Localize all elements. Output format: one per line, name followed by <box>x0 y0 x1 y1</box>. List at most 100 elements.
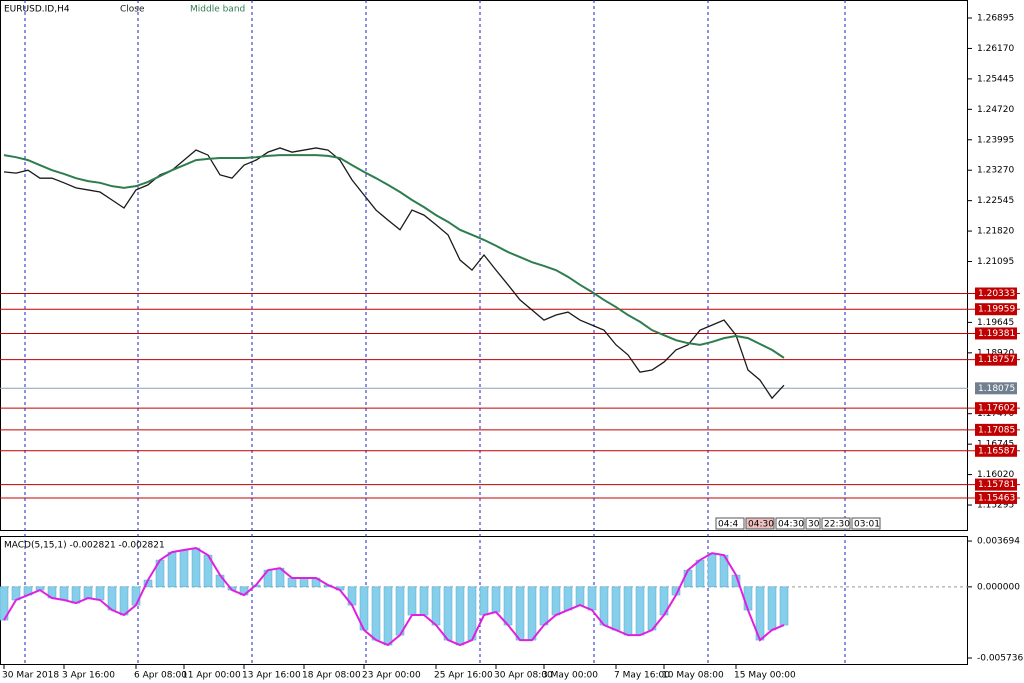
time-box <box>715 517 745 530</box>
level-box <box>975 444 1017 457</box>
macd-bar <box>131 586 141 606</box>
macd-bar <box>443 586 453 641</box>
level-label: 1.15781 <box>978 480 1015 490</box>
x-tick-label: 10 May 08:00 <box>662 671 724 681</box>
macd-bar <box>767 586 777 631</box>
y-tick-label: 1.23995 <box>977 135 1014 145</box>
time-box-label: 22:30 <box>824 520 850 530</box>
x-tick-label: 6 Apr 08:00 <box>134 671 187 681</box>
macd-bar <box>431 586 441 626</box>
y-tick-label: 1.26170 <box>977 44 1014 54</box>
macd-bar <box>419 586 429 616</box>
period-separators <box>24 0 846 665</box>
x-tick-label: 18 Apr 08:00 <box>302 671 361 681</box>
level-box <box>975 327 1017 340</box>
y-tick-label: 1.18920 <box>977 348 1014 358</box>
macd-bar <box>371 586 381 641</box>
macd-bar <box>515 586 525 641</box>
macd-bar <box>551 586 561 616</box>
macd-bar <box>623 586 633 636</box>
macd-bar <box>527 586 537 641</box>
x-tick-label: 15 May 00:00 <box>734 671 796 681</box>
macd-bar <box>95 586 105 601</box>
time-box <box>775 517 805 530</box>
level-label: 1.19381 <box>978 329 1015 339</box>
macd-bar <box>287 577 297 588</box>
y-tick-label: 1.21095 <box>977 257 1014 267</box>
macd-bar <box>707 552 717 588</box>
level-label: 1.20333 <box>978 289 1015 299</box>
macd-bar <box>395 586 405 636</box>
time-box <box>745 517 775 530</box>
macd-bar <box>479 586 489 616</box>
macd-bar <box>59 586 69 601</box>
level-label: 1.17085 <box>978 425 1015 435</box>
level-box <box>975 478 1017 491</box>
y-tick-label: 1.24720 <box>977 105 1014 115</box>
level-label: 1.15463 <box>978 493 1015 503</box>
macd-bar <box>779 586 789 626</box>
x-tick-label: 13 Apr 16:00 <box>242 671 301 681</box>
time-box-label: 03:01 <box>854 520 880 530</box>
macd-bar <box>0 586 9 621</box>
band-line <box>3 154 785 359</box>
macd-bar <box>635 586 645 636</box>
macd-bar <box>563 586 573 611</box>
macd-bar <box>167 551 177 588</box>
y-tick-label: 0.003694 <box>977 537 1020 547</box>
x-tick-label: 30 Apr 08:00 <box>494 671 553 681</box>
price-frame <box>0 0 968 531</box>
y-tick-label: 1.25445 <box>977 74 1014 84</box>
time-box <box>851 517 881 530</box>
macd-bar <box>191 547 201 588</box>
y-tick-label: 1.15295 <box>977 501 1014 511</box>
level-label: 1.19959 <box>978 305 1015 315</box>
y-tick-label: 1.22545 <box>977 196 1014 206</box>
level-box <box>975 402 1017 415</box>
macd-bar <box>611 586 621 631</box>
y-tick-label: 1.21820 <box>977 227 1014 237</box>
current-price-box <box>975 382 1017 395</box>
y-tick-label: 1.17470 <box>977 409 1014 419</box>
macd-bar <box>299 577 309 588</box>
level-label: 1.16587 <box>978 446 1015 456</box>
macd-bar <box>587 586 597 611</box>
x-tick-label: 23 Apr 00:00 <box>362 671 421 681</box>
y-tick-label: 1.23270 <box>977 166 1014 176</box>
macd-bar <box>503 586 513 626</box>
macd-bar <box>83 586 93 599</box>
level-box <box>975 491 1017 504</box>
time-box-label: 30 <box>808 520 820 530</box>
macd-bar <box>683 569 693 588</box>
x-tick-label: 11 Apr 00:00 <box>182 671 241 681</box>
x-tick-label: 7 May 16:00 <box>614 671 670 681</box>
time-box-label: 04:30 <box>778 520 804 530</box>
macd-bar <box>575 586 585 606</box>
y-tick-label: -0.005736 <box>977 654 1023 664</box>
legend-entry: Close <box>120 5 145 15</box>
macd-bar <box>743 586 753 611</box>
macd-bar <box>215 574 225 588</box>
level-box <box>975 287 1017 300</box>
x-tick-label: 3 Apr 16:00 <box>62 671 115 681</box>
macd-bar <box>179 549 189 588</box>
macd-title: MACD(5,15,1) -0.002821 -0.002821 <box>4 541 165 551</box>
macd-bar <box>647 586 657 631</box>
price-line <box>3 147 785 400</box>
y-tick-label: 1.19645 <box>977 318 1014 328</box>
macd-bar <box>119 586 129 616</box>
y-tick-label: 0.000000 <box>977 582 1020 592</box>
macd-bar <box>407 586 417 616</box>
x-tick-label: 30 Mar 2018 <box>2 671 59 681</box>
x-tick-label: 25 Apr 16:00 <box>434 671 493 681</box>
level-box <box>975 303 1017 316</box>
level-box <box>975 353 1017 366</box>
time-box <box>821 517 851 530</box>
time-box-label: 04:30 <box>748 520 774 530</box>
time-box <box>805 517 821 530</box>
macd-line <box>3 546 785 647</box>
current-price-label: 1.18075 <box>978 384 1015 394</box>
macd-bar <box>539 586 549 626</box>
macd-bar <box>383 586 393 646</box>
y-tick-label: 1.26895 <box>977 14 1014 24</box>
